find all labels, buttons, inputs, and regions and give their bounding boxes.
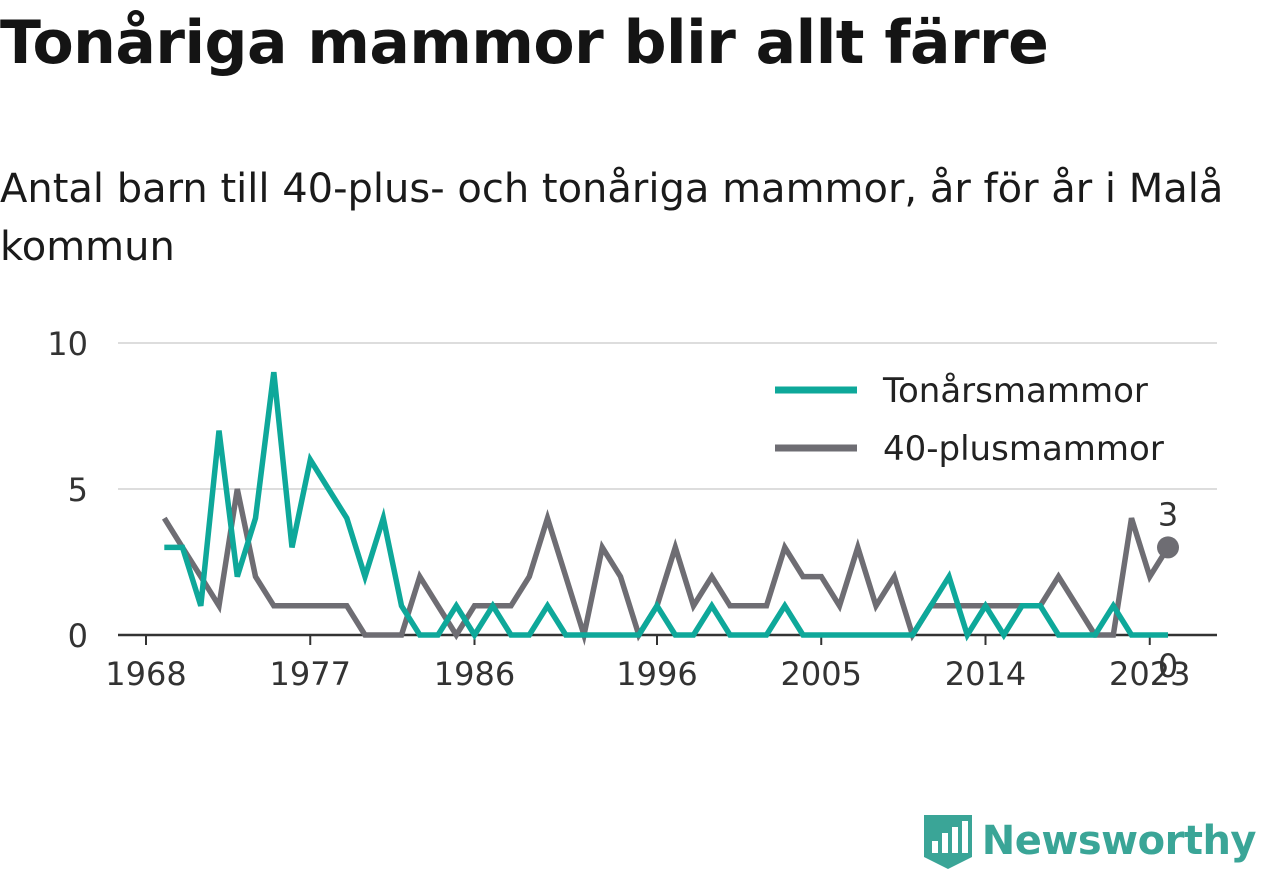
series-line-1 — [161, 488, 1171, 646]
chart-title: Tonåriga mammor blir allt färre — [0, 8, 1049, 78]
legend-label: 40-plusmammor — [883, 429, 1164, 469]
x-axis-ticks: 1968 1977 1986 1996 2005 2014 2023 — [105, 633, 1217, 693]
newsworthy-logo: Newsworthy — [922, 811, 1257, 871]
legend: Tonårsmammor 40-plusmammor — [775, 371, 1164, 469]
x-tick-label: 2014 — [945, 655, 1026, 693]
x-tick-label: 1996 — [616, 655, 697, 693]
x-tick-label: 2005 — [781, 655, 862, 693]
y-axis-ticks: 0 5 10 — [47, 325, 88, 655]
series-lines: 30 — [161, 371, 1179, 685]
series-line-0 — [164, 371, 1168, 642]
y-tick-label: 5 — [68, 471, 88, 509]
y-tick-label: 0 — [68, 617, 88, 655]
brand-name: Newsworthy — [981, 818, 1257, 864]
gridlines — [118, 342, 1217, 490]
x-tick-label: 1968 — [105, 655, 186, 693]
x-tick-label: 1986 — [434, 655, 515, 693]
end-label-40-plus: 3 — [1158, 495, 1178, 533]
x-tick-label: 2023 — [1109, 655, 1190, 693]
end-label-tonars: 0 — [1158, 647, 1178, 685]
end-point-marker — [1157, 536, 1179, 559]
chart-subtitle: Antal barn till 40-plus- och tonåriga ma… — [0, 166, 1224, 270]
bar-chart-badge-icon — [923, 815, 972, 869]
x-tick-label: 1977 — [270, 655, 351, 693]
y-tick-label: 10 — [47, 325, 88, 363]
legend-label: Tonårsmammor — [882, 371, 1148, 411]
